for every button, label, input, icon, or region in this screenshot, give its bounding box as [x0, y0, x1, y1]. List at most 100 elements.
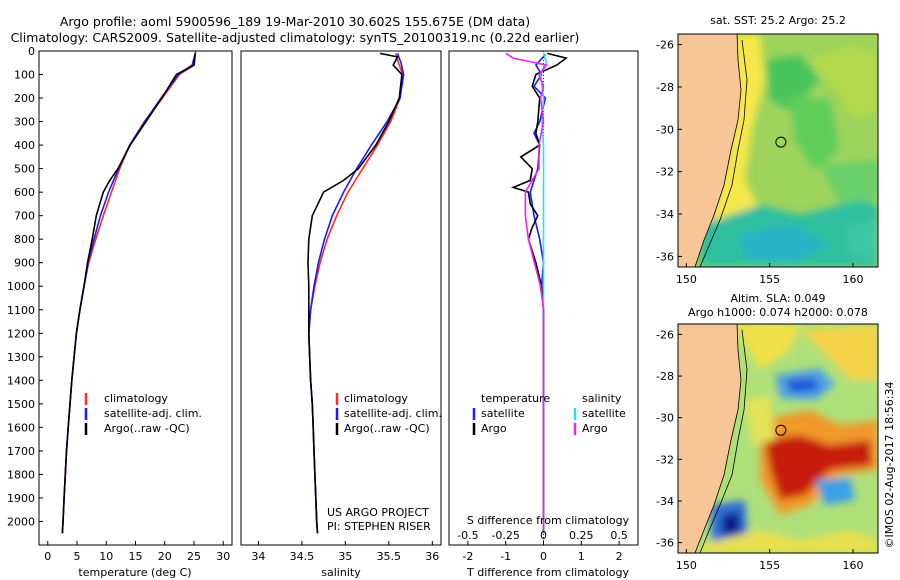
sla-depth-contour — [699, 329, 748, 553]
sla-patch — [700, 530, 878, 553]
sst-map-title: sat. SST: 25.2 Argo: 25.2 — [710, 14, 846, 27]
legend-s-satellite-label: satellite — [582, 407, 626, 420]
sst-map-land — [678, 34, 742, 267]
sst-cool-patch — [845, 220, 878, 260]
depth-tick-label: 500 — [14, 163, 35, 176]
difference-series-group — [505, 51, 569, 545]
legend-s-argo-label: Argo — [582, 422, 608, 435]
depth-tick-label: 200 — [14, 92, 35, 105]
temperature-tick-label: 25 — [187, 550, 201, 563]
salinity-axes-frame — [240, 50, 442, 546]
depth-tick-label: 1100 — [7, 304, 35, 317]
sst-depth-contour — [699, 39, 748, 267]
sla-cool-core — [722, 512, 740, 535]
sla-map-title-line2: Argo h1000: 0.074 h2000: 0.078 — [688, 306, 868, 319]
salinity-xlabel: salinity — [321, 566, 361, 579]
t-difference-tick-label: 1 — [578, 550, 585, 563]
sst-map-lon-axis: 150 155 160 — [676, 263, 864, 286]
pi-annotation: PI: STEPHEN RISER — [327, 520, 431, 533]
s-difference-label: S difference from climatology — [467, 514, 630, 527]
sla-patch — [745, 395, 775, 445]
depth-tick-label: 1700 — [7, 445, 35, 458]
depth-tick-label: 100 — [14, 69, 35, 82]
depth-tick-label: 1800 — [7, 468, 35, 481]
series-line-climatology — [307, 53, 404, 534]
lat-tick-label: -28 — [656, 81, 674, 94]
depth-tick-label: 0 — [28, 45, 35, 58]
salinity-tick-label: 36 — [425, 550, 439, 563]
depth-tick-label: 1600 — [7, 421, 35, 434]
lat-tick-label: -30 — [656, 123, 674, 136]
s-difference-tick-label: -0.5 — [457, 529, 478, 542]
depth-tick-label: 1400 — [7, 374, 35, 387]
legend-t-argo-label: Argo — [481, 422, 507, 435]
salinity-tick-label: 35 — [338, 550, 352, 563]
figure-title-line1: Argo profile: aoml 5900596_189 19-Mar-20… — [60, 14, 530, 29]
sst-cool-patch — [740, 225, 830, 262]
depth-tick-label: 300 — [14, 116, 35, 129]
lat-tick-label: -26 — [656, 39, 674, 52]
temperature-panel: 0100200300400500600700800900100011001200… — [7, 45, 233, 579]
lon-tick-label: 155 — [759, 273, 780, 286]
sla-map-land — [678, 324, 742, 553]
sla-cool-core — [785, 378, 820, 393]
figure-title-line2: Climatology: CARS2009. Satellite-adjuste… — [11, 30, 580, 45]
temperature-tick-label: 10 — [99, 550, 113, 563]
salinity-tick-label: 34.5 — [290, 550, 315, 563]
sst-map-lat-axis: -26 -28 -30 -32 -34 -36 — [656, 39, 682, 263]
lat-tick-label: -32 — [656, 166, 674, 179]
lat-tick-label: -34 — [656, 208, 674, 221]
series-line-t-argo — [510, 52, 569, 534]
sla-map-field — [678, 324, 878, 553]
temperature-legend: climatology satellite-adj. clim. Argo(..… — [84, 392, 202, 435]
t-difference-tick-label: 0 — [540, 550, 547, 563]
s-difference-tick-label: -0.25 — [491, 529, 519, 542]
legend-satellite-label: satellite-adj. clim. — [344, 407, 442, 420]
legend-climatology-label: climatology — [344, 392, 408, 405]
salinity-legend: climatology satellite-adj. clim. Argo(..… — [335, 392, 442, 435]
lon-tick-label: 160 — [843, 559, 864, 572]
sla-map-frame — [677, 323, 879, 554]
temperature-tick-label: 0 — [44, 550, 51, 563]
lat-tick-label: -30 — [656, 412, 674, 425]
lat-tick-label: -26 — [656, 328, 674, 341]
depth-tick-label: 1200 — [7, 327, 35, 340]
imos-timestamp: ©IMOS 02-Aug-2017 18:56:34 — [883, 382, 896, 549]
project-annotation: US ARGO PROJECT — [327, 506, 429, 519]
legend-argo-label: Argo(..raw -QC) — [344, 422, 430, 435]
legend-climatology-label: climatology — [104, 392, 168, 405]
t-difference-xlabel: T difference from climatology — [466, 566, 629, 579]
temperature-tick-label: 5 — [74, 550, 81, 563]
difference-panel: -2 -1 0 1 2 T difference from climatology S … — [448, 50, 639, 579]
difference-x-axis: -2 -1 0 1 2 — [462, 541, 623, 563]
s-difference-tick-label: 0.25 — [569, 529, 594, 542]
temperature-axes-frame — [38, 50, 233, 546]
depth-tick-label: 2000 — [7, 515, 35, 528]
lon-tick-label: 160 — [843, 273, 864, 286]
salinity-panel: 34 34.5 35 35.5 36 salinity climatology sate… — [240, 50, 442, 579]
depth-tick-label: 1000 — [7, 280, 35, 293]
temperature-tick-label: 20 — [158, 550, 172, 563]
s-difference-tick-label: 0 — [540, 529, 547, 542]
sla-cool-eddy — [815, 478, 855, 505]
t-difference-tick-label: 2 — [616, 550, 623, 563]
lat-tick-label: -28 — [656, 370, 674, 383]
depth-tick-label: 700 — [14, 210, 35, 223]
legend-satellite-label: satellite-adj. clim. — [104, 407, 202, 420]
depth-tick-label: 600 — [14, 186, 35, 199]
t-difference-tick-label: -2 — [462, 550, 473, 563]
depth-axis: 0 100 200 300 400 500 600 700 800 900 1000 1100 1200… — [7, 45, 43, 528]
sla-map-lat-axis: -26 -28 -30 -32 -34 -36 — [656, 328, 682, 550]
lon-tick-label: 155 — [759, 559, 780, 572]
sst-patch — [765, 55, 820, 110]
sla-patch — [735, 324, 800, 370]
sla-map-panel: Altim. SLA: 0.049 Argo h1000: 0.074 h200… — [656, 292, 896, 572]
lon-tick-label: 150 — [676, 273, 697, 286]
sst-map-frame — [677, 33, 879, 268]
depth-tick-label: 1900 — [7, 492, 35, 505]
legend-t-satellite-label: satellite — [481, 407, 525, 420]
sst-profile-location-marker — [775, 136, 787, 148]
sla-profile-location-marker — [775, 424, 787, 436]
sst-patch — [810, 45, 878, 120]
